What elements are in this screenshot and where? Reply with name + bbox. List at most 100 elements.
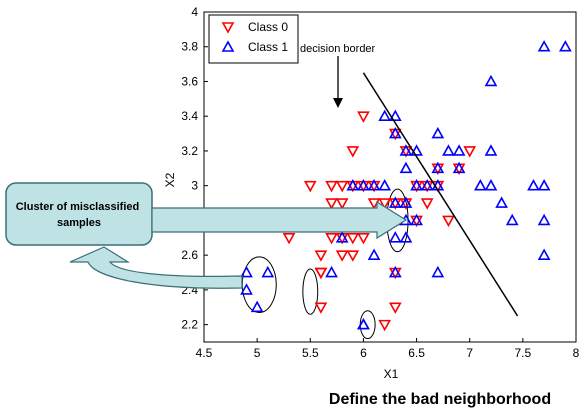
class1-point (537, 213, 551, 226)
x-tick-label: 4.5 (196, 346, 213, 360)
class1-point (399, 231, 413, 243)
y-tick-label: 4 (191, 5, 198, 19)
legend-entry: Class 0 (248, 20, 288, 34)
class1-point (399, 196, 413, 208)
legend-marker (221, 40, 235, 52)
legend-marker (221, 22, 235, 34)
class1-point (537, 40, 551, 52)
class1-point (484, 144, 498, 156)
class0-point (357, 111, 370, 123)
class1-point (410, 213, 423, 226)
misclassified-cluster-ellipse (302, 268, 319, 315)
class0-point (378, 198, 392, 210)
class0-point (314, 250, 328, 262)
callout-arrow-right (151, 200, 408, 240)
class0-point (420, 198, 434, 210)
class1-point (388, 265, 402, 278)
class0-point (325, 232, 338, 245)
y-tick-label: 3.8 (181, 40, 198, 54)
legend: Class 0 Class 1 (208, 14, 299, 64)
callout-label: Cluster of misclassified samples (16, 201, 143, 229)
callout-box (5, 182, 153, 246)
class0-point (314, 267, 328, 280)
class0-point (357, 232, 370, 245)
y-tick-label: 3 (191, 179, 198, 193)
class1-point (484, 179, 498, 191)
x-tick-label: 6 (360, 346, 367, 360)
class1-point (410, 179, 423, 191)
class1-point (410, 144, 423, 156)
x-tick-label: 7 (466, 346, 473, 360)
class1-point (335, 231, 349, 243)
class1-point (388, 196, 402, 208)
y-tick-label: 3.2 (181, 144, 198, 158)
class1-point (537, 248, 551, 260)
class1-point (367, 179, 381, 191)
class1-point (495, 196, 508, 208)
class1-point (452, 161, 466, 174)
class1-point (367, 248, 381, 260)
class0-point (388, 302, 402, 314)
class1-point (527, 179, 540, 191)
x-tick-label: 5 (254, 346, 261, 360)
decision-border-line (362, 72, 519, 317)
class1-point (325, 265, 338, 278)
class1-point (559, 40, 572, 52)
y-tick-label: 3.6 (181, 74, 198, 88)
class1-point (357, 179, 370, 191)
class1-point (442, 144, 455, 156)
class0-point (335, 180, 349, 193)
class1-point (452, 144, 466, 156)
class1-point (431, 265, 445, 278)
class0-point (303, 180, 317, 193)
class1-point (473, 179, 487, 191)
class1-point (484, 74, 498, 87)
y-axis-label: X2 (163, 172, 177, 187)
class0-point (346, 232, 360, 245)
class0-point (346, 146, 360, 158)
class1-point (399, 161, 413, 174)
class0-point (463, 146, 477, 158)
class0-point (335, 250, 349, 262)
callout-arrow-up (69, 246, 243, 289)
class0-point (325, 180, 338, 193)
decision-border-label: decision border (300, 43, 376, 55)
class1-point (240, 283, 253, 295)
callout: Cluster of misclassified samples (5, 182, 153, 246)
plot-frame (203, 11, 577, 343)
class1-point (399, 144, 413, 156)
class1-point (388, 126, 402, 139)
class1-point (431, 161, 445, 174)
caption: Define the bad neighborhood (329, 391, 551, 408)
x-tick-label: 6.5 (408, 346, 425, 360)
class0-point (442, 215, 455, 228)
class0-point (378, 319, 392, 332)
class1-point (388, 231, 402, 243)
y-tick-label: 2.6 (181, 248, 198, 262)
x-axis-label: X1 (384, 367, 399, 381)
class1-point (240, 265, 253, 278)
class1-point (346, 179, 360, 191)
class1-point (431, 126, 445, 139)
legend-entry: Class 1 (248, 40, 288, 54)
class0-point (335, 198, 349, 210)
class0-point (282, 232, 296, 245)
x-tick-label: 7.5 (515, 346, 532, 360)
class1-point (388, 109, 402, 122)
x-tick-label: 5.5 (302, 346, 319, 360)
class1-point (420, 179, 434, 191)
decision-border-pointer-head (333, 98, 343, 108)
decision-border (362, 72, 519, 317)
class0-point (325, 198, 338, 210)
y-tick-label: 2.2 (181, 318, 198, 332)
class1-point (537, 179, 551, 191)
class1-point (378, 179, 392, 191)
class1-point (378, 109, 392, 122)
class1-point (261, 265, 275, 278)
class1-point (357, 317, 370, 330)
class1-point (250, 300, 264, 313)
class0-point (346, 250, 360, 262)
class0-point (314, 302, 328, 314)
x-ticks: 4.5 5 5.5 6 6.5 7 7.5 8 (196, 338, 579, 360)
